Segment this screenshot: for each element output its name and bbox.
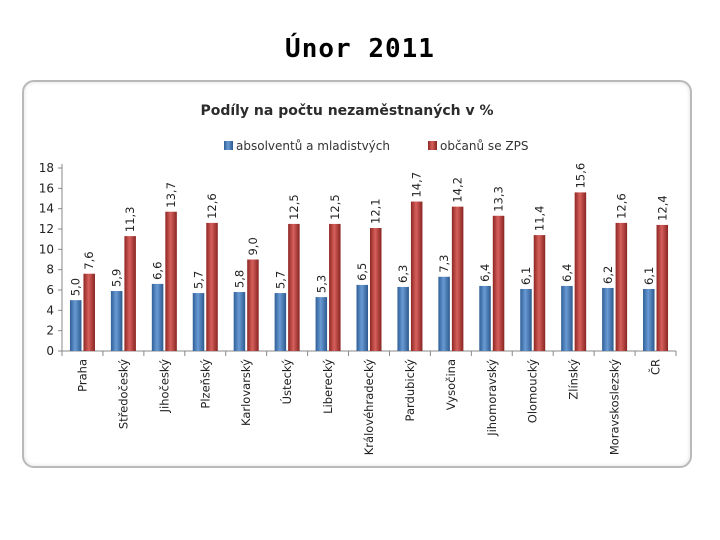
- x-category-label: Olomoucký: [526, 359, 540, 423]
- bar-absolventu-a-mladistvych: [438, 276, 450, 351]
- bar-absolventu-a-mladistvych: [479, 285, 491, 351]
- page-title: Únor 2011: [285, 34, 435, 64]
- data-label: 13,3: [492, 186, 506, 212]
- data-label: 6,1: [519, 267, 533, 285]
- y-tick-label: 14: [39, 202, 54, 216]
- bar-obcanu-se-zps: [451, 206, 464, 351]
- data-label: 5,7: [273, 271, 287, 289]
- y-tick-label: 12: [39, 222, 54, 236]
- chart-frame: Podíly na počtu nezaměstnaných v % absol…: [22, 80, 692, 468]
- y-tick-label: 4: [46, 303, 54, 317]
- bar-obcanu-se-zps: [492, 215, 505, 351]
- bar-absolventu-a-mladistvych: [643, 288, 655, 351]
- bar-obcanu-se-zps: [288, 223, 300, 351]
- bar-obcanu-se-zps: [370, 227, 382, 351]
- data-label: 14,2: [451, 177, 465, 203]
- x-category-label: Karlovarský: [239, 359, 253, 426]
- data-label: 12,5: [287, 194, 301, 220]
- data-label: 5,0: [69, 278, 83, 296]
- data-label: 13,7: [164, 182, 178, 208]
- bar-obcanu-se-zps: [410, 201, 423, 351]
- x-category-label: Královéhradecký: [362, 359, 376, 455]
- bar-obcanu-se-zps: [329, 223, 341, 351]
- y-tick-label: 0: [46, 344, 54, 358]
- bar-chart: Podíly na počtu nezaměstnaných v % absol…: [39, 103, 677, 455]
- bar-absolventu-a-mladistvych: [561, 285, 573, 351]
- data-label: 6,3: [396, 265, 410, 283]
- x-category-label: ČR: [648, 359, 663, 375]
- bar-absolventu-a-mladistvych: [69, 300, 82, 351]
- data-label: 12,6: [205, 193, 219, 219]
- y-tick-label: 8: [46, 263, 54, 277]
- data-label: 5,7: [192, 271, 206, 289]
- bar-obcanu-se-zps: [124, 236, 136, 351]
- data-label: 9,0: [246, 237, 260, 255]
- x-category-label: Moravskoslezský: [608, 359, 622, 455]
- data-label: 11,4: [532, 205, 546, 231]
- x-category-label: Liberecký: [321, 359, 335, 414]
- plot-area: 0 2 4 6 8 10 12 14 16 18 5,0 7,6 Praha 5,9 11,3 Středoč…: [39, 161, 677, 455]
- x-category-label: Praha: [75, 359, 89, 392]
- x-category-label: Jihočeský: [157, 359, 171, 414]
- legend: absolventů a mladistvých občanů se ZPS: [224, 139, 528, 153]
- bar-absolventu-a-mladistvych: [520, 288, 532, 351]
- bar-obcanu-se-zps: [247, 259, 259, 351]
- data-label: 12,1: [369, 198, 383, 224]
- legend-swatch-absolventi: [224, 141, 233, 150]
- data-label: 5,8: [232, 270, 246, 288]
- y-tick-label: 18: [39, 161, 54, 175]
- legend-label-absolventi: absolventů a mladistvých: [236, 139, 390, 153]
- bar-obcanu-se-zps: [615, 222, 628, 351]
- x-category-label: Středočeský: [116, 359, 130, 429]
- bar-absolventu-a-mladistvych: [151, 283, 164, 351]
- data-label: 14,7: [410, 172, 424, 198]
- y-tick-label: 16: [39, 181, 54, 195]
- y-tick-label: 10: [39, 242, 54, 256]
- bar-absolventu-a-mladistvych: [192, 293, 205, 351]
- bar-absolventu-a-mladistvych: [233, 292, 246, 351]
- data-label: 6,2: [601, 266, 615, 284]
- x-category-label: Jihomoravský: [485, 359, 499, 437]
- bar-obcanu-se-zps: [574, 192, 587, 351]
- bar-absolventu-a-mladistvych: [274, 293, 287, 351]
- bar-absolventu-a-mladistvych: [356, 284, 368, 351]
- bar-obcanu-se-zps: [165, 211, 177, 351]
- data-label: 12,6: [614, 193, 628, 219]
- chart-title: Podíly na počtu nezaměstnaných v %: [200, 103, 493, 119]
- legend-label-zps: občanů se ZPS: [440, 139, 528, 153]
- x-category-label: Ústecký: [279, 359, 294, 405]
- bar-absolventu-a-mladistvych: [602, 287, 614, 351]
- y-tick-label: 6: [46, 283, 54, 297]
- data-label: 15,6: [573, 163, 587, 189]
- bar-obcanu-se-zps: [656, 224, 669, 351]
- data-label: 6,4: [560, 264, 574, 282]
- data-label: 7,3: [437, 254, 451, 272]
- y-tick-label: 2: [46, 324, 54, 338]
- bar-absolventu-a-mladistvych: [397, 286, 409, 351]
- bar-absolventu-a-mladistvych: [110, 291, 123, 351]
- bar-obcanu-se-zps: [83, 273, 95, 351]
- bar-obcanu-se-zps: [206, 222, 218, 351]
- data-label: 12,5: [328, 194, 342, 220]
- data-label: 6,4: [478, 264, 492, 282]
- data-label: 6,6: [151, 262, 165, 280]
- x-category-label: Vysočina: [444, 359, 458, 410]
- x-category-label: Pardubický: [403, 359, 417, 422]
- data-label: 12,4: [655, 195, 669, 221]
- x-category-label: Zlínský: [567, 359, 581, 400]
- data-label: 7,6: [82, 251, 96, 269]
- data-label: 6,5: [355, 263, 369, 281]
- x-category-label: Plzeňský: [198, 359, 212, 409]
- legend-swatch-zps: [428, 141, 437, 150]
- data-label: 6,1: [642, 267, 656, 285]
- data-label: 5,9: [110, 269, 124, 287]
- data-label: 5,3: [314, 275, 328, 293]
- bar-absolventu-a-mladistvych: [315, 297, 328, 351]
- data-label: 11,3: [123, 207, 137, 233]
- bar-obcanu-se-zps: [533, 235, 546, 351]
